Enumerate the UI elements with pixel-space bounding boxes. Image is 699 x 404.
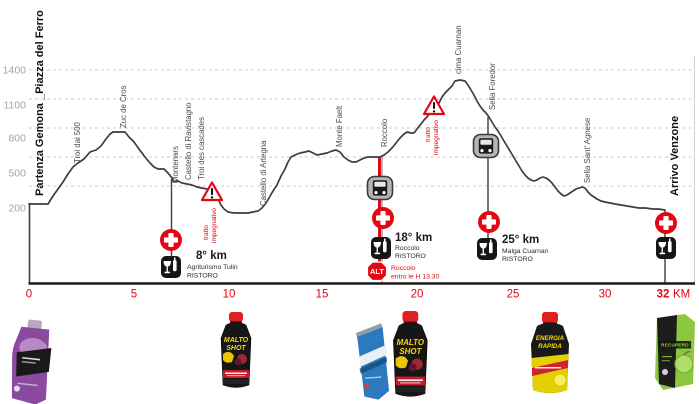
start-label: Partenza Gemona _Piazza del Ferro xyxy=(34,10,46,196)
alt-stop-sign: ALT Roccolo entro le H 13.30 xyxy=(366,261,440,282)
x-tick-final: 32 xyxy=(657,289,670,301)
product-image-malto-shot: MALTO SHOT xyxy=(392,310,428,397)
station-type: RISTORO xyxy=(395,253,426,260)
finish-label: Arrivo Venzone xyxy=(669,116,681,196)
x-tick: 5 xyxy=(131,289,137,301)
x-tick: 20 xyxy=(411,289,424,301)
x-tick: 0 xyxy=(26,289,32,301)
station-km-label: 8° km xyxy=(196,250,227,262)
x-tick: 15 xyxy=(316,289,329,301)
station-type: RISTORO xyxy=(187,273,218,280)
station-type: RISTORO xyxy=(502,256,533,263)
waypoint-label: Roccolo xyxy=(380,118,389,147)
waypoint-label: Castello di Artegna xyxy=(259,140,268,206)
waypoint-label: Castello di Ravistagno xyxy=(184,102,193,180)
hazard-caption-line: impegnativo xyxy=(211,208,218,243)
waypoint-label: Montenars xyxy=(171,146,180,183)
y-tick: 200 xyxy=(8,203,26,215)
product-label: MALTO xyxy=(397,338,425,347)
hazard-caption-line: impegnativo xyxy=(433,120,440,155)
x-axis-labels: 0 5 10 15 20 25 30 32 KM xyxy=(26,289,690,301)
first-aid-icon xyxy=(372,207,394,229)
station-km-label: 18° km xyxy=(395,232,432,244)
refreshment-icon xyxy=(656,237,676,259)
y-tick: 1400 xyxy=(3,65,27,77)
hazard-caption-line: tratto xyxy=(425,127,432,142)
product-label: RECUPERO xyxy=(661,343,689,348)
station-25km: 25° km Malga Cuarnan RISTORO xyxy=(502,234,549,263)
station-18km: 18° km Roccolo RISTORO xyxy=(395,232,432,260)
hazard-marker-1: tratto impegnativo xyxy=(200,181,224,243)
warning-icon xyxy=(200,181,224,202)
waypoint-label: Monte Faelt xyxy=(335,105,344,147)
station-8km: 8° km Agriturismo Tulin RISTORO xyxy=(187,250,238,280)
alt-stop-label: ALT xyxy=(370,267,384,276)
alt-note-line: Roccolo xyxy=(391,265,416,272)
first-aid-icon xyxy=(655,212,677,234)
x-tick: 30 xyxy=(599,289,612,301)
x-tick: 10 xyxy=(223,289,236,301)
hazard-marker-2: tratto impegnativo xyxy=(422,95,446,155)
waypoint-label: Troi des cascades xyxy=(197,117,206,180)
elevation-profile-line xyxy=(28,79,666,214)
y-tick: 1100 xyxy=(3,100,26,112)
refreshment-icon xyxy=(477,238,497,260)
horizontal-gridlines xyxy=(29,69,694,187)
product-image-recupero-gel: RECUPERO xyxy=(655,314,695,390)
station-name: Malga Cuarnan xyxy=(502,248,549,255)
shuttle-bus-icon xyxy=(472,133,500,159)
product-image-energia-rapida: ENERGIA RAPIDA xyxy=(531,312,569,393)
station-name: Agriturismo Tulin xyxy=(187,264,238,271)
waypoint-label: Troi dai 500 xyxy=(73,121,82,163)
product-label: SHOT xyxy=(399,347,422,356)
waypoint-labels: Troi dai 500 Zuc de Cros Montenars Caste… xyxy=(73,25,592,206)
product-image-gel-purple xyxy=(11,319,52,404)
y-tick: 500 xyxy=(8,168,26,180)
alt-note-line: entro le H 13.30 xyxy=(391,274,440,281)
x-axis-unit: KM xyxy=(673,289,690,301)
waypoint-label: Zuc de Cros xyxy=(119,85,128,128)
waypoint-label: Sella Foredor xyxy=(488,63,497,110)
product-label: MALTO xyxy=(224,337,249,344)
y-axis-labels: 1400 1100 800 500 200 xyxy=(3,65,27,215)
station-km-label: 25° km xyxy=(502,234,539,246)
refreshment-icon xyxy=(371,237,391,259)
x-tick: 25 xyxy=(507,289,520,301)
y-tick: 800 xyxy=(8,133,26,145)
station-name: Roccolo xyxy=(395,245,420,252)
waypoint-label: Sella Sant' Agnese xyxy=(583,118,592,183)
waypoint-label: cima Cuarnan xyxy=(454,25,463,74)
refreshment-icon xyxy=(161,256,181,278)
shuttle-bus-icon xyxy=(366,175,394,201)
hazard-caption-line: tratto xyxy=(203,225,210,240)
product-image-malto-shot: MALTO SHOT xyxy=(220,311,252,388)
first-aid-icon xyxy=(160,229,182,251)
product-image-gel-blue xyxy=(355,323,390,400)
product-row: MALTO SHOT MALTO SHOT ENERGIA RAPIDA xyxy=(11,310,695,404)
product-label: RAPIDA xyxy=(538,343,562,350)
first-aid-icon xyxy=(478,211,500,233)
product-label: ENERGIA xyxy=(536,335,565,342)
product-label: SHOT xyxy=(226,345,246,352)
